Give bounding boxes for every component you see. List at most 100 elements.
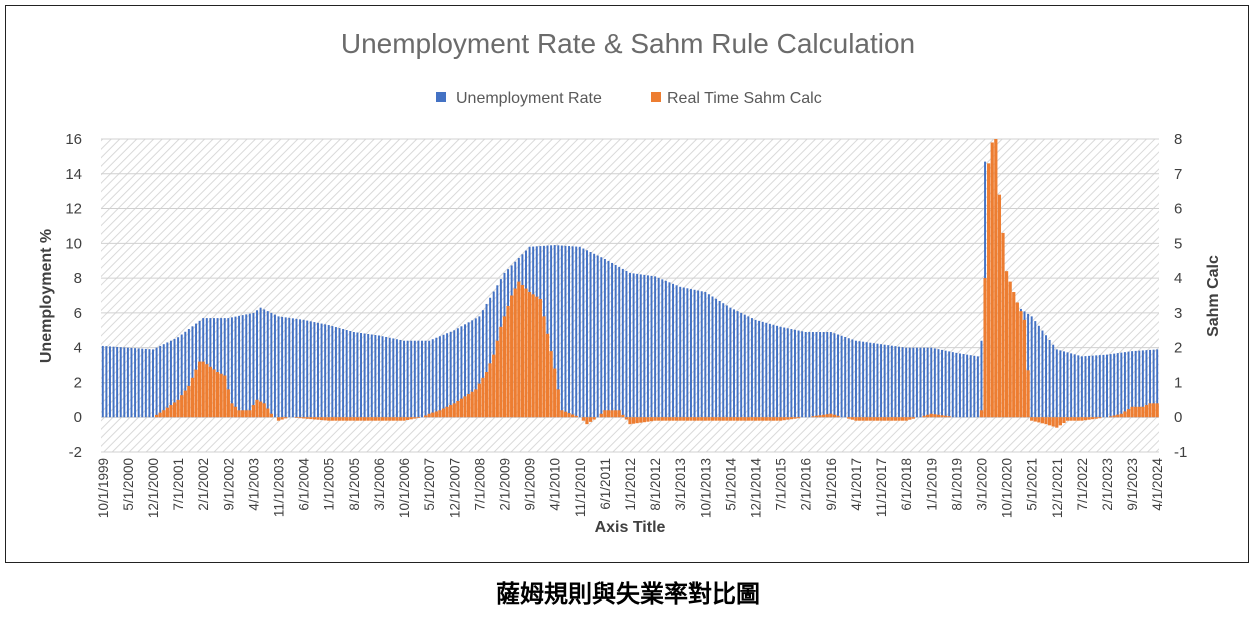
x-tick-label: 7/1/2022 [1075,458,1090,511]
bar-unemployment-rate [374,334,377,418]
x-tick-label: 2/1/2016 [799,458,814,511]
bar-sahm-calc [162,410,166,418]
bar-sahm-calc [513,288,517,418]
bar-sahm-calc [319,417,324,421]
bar-unemployment-rate [435,337,438,418]
x-axis-title: Axis Title [595,519,666,536]
x-tick-label: 12/1/2000 [146,458,161,518]
bar-sahm-calc [872,417,876,421]
bar-sahm-calc [746,417,750,421]
y2-tick-label: -1 [1174,444,1187,461]
bar-unemployment-rate [822,332,825,418]
chart-frame: Unemployment Rate & Sahm Rule Calculatio… [5,5,1249,563]
bar-sahm-calc [233,406,238,418]
bar-unemployment-rate [302,319,305,418]
bar-sahm-calc [585,417,589,425]
bar-unemployment-rate [575,246,578,418]
bar-unemployment-rate [266,311,269,418]
bar-unemployment-rate [191,326,194,418]
bar-unemployment-rate [1134,350,1137,418]
bar-unemployment-rate [288,317,291,418]
bar-sahm-calc [248,410,252,418]
bar-unemployment-rate [1109,354,1112,418]
bar-unemployment-rate [320,323,323,418]
bar-sahm-calc [1116,414,1120,418]
legend-swatch-unemployment [436,92,446,102]
y-tick-label: 16 [65,131,82,148]
bar-sahm-calc [373,417,377,421]
bar-sahm-calc [1037,417,1041,423]
bar-unemployment-rate [851,339,854,418]
bar-unemployment-rate [1084,356,1087,418]
bar-unemployment-rate [783,327,786,418]
bar-unemployment-rate [585,250,588,418]
bar-sahm-calc [689,417,693,421]
x-tick-label: 6/1/2004 [297,458,312,511]
bar-unemployment-rate [966,354,969,418]
x-tick-label: 1/1/2019 [924,458,939,511]
x-tick-label: 9/1/2016 [824,458,839,511]
bar-sahm-calc [1058,417,1062,426]
bar-unemployment-rate [765,322,768,418]
bar-sahm-calc [517,281,521,418]
bar-sahm-calc [334,417,338,421]
bar-unemployment-rate [119,347,122,418]
bar-unemployment-rate [489,297,492,418]
bar-sahm-calc [836,415,840,418]
bar-sahm-calc [226,389,230,418]
bar-sahm-calc [861,417,865,421]
bar-sahm-calc [567,413,571,418]
bar-sahm-calc [606,410,611,418]
bar-sahm-calc [1119,413,1123,418]
bar-sahm-calc [456,400,460,418]
bar-unemployment-rate [1131,351,1134,418]
bar-sahm-calc [1080,417,1084,421]
bar-unemployment-rate [600,257,603,418]
bar-unemployment-rate [679,286,682,418]
x-tick-label: 1/1/2012 [623,458,638,511]
x-tick-label: 3/1/2006 [372,458,387,511]
bar-sahm-calc [355,417,360,421]
bar-unemployment-rate [363,333,366,418]
x-tick-label: 11/1/2003 [272,458,287,517]
bar-sahm-calc [466,394,471,418]
x-tick-label: 4/1/2003 [246,458,261,511]
bar-unemployment-rate [1095,355,1098,418]
bar-unemployment-rate [309,321,312,418]
bar-sahm-calc [979,410,984,418]
bar-unemployment-rate [478,316,481,418]
bar-sahm-calc [1126,409,1131,418]
bar-unemployment-rate [915,347,918,418]
bar-sahm-calc [535,296,539,418]
bar-unemployment-rate [776,325,779,418]
bar-unemployment-rate [449,331,452,418]
bar-sahm-calc [327,417,331,421]
bar-sahm-calc [470,391,474,418]
bar-unemployment-rate [230,317,233,418]
bar-sahm-calc [757,417,761,421]
x-tick-label: 8/1/2005 [347,458,362,511]
bar-sahm-calc [983,278,987,418]
bar-sahm-calc [739,417,743,421]
bar-sahm-calc [664,417,668,421]
bar-unemployment-rate [471,320,474,418]
bar-sahm-calc [1047,417,1052,426]
x-tick-label: 5/1/2021 [1025,458,1040,511]
legend-label-unemployment: Unemployment Rate [456,90,602,107]
bar-sahm-calc [402,417,406,421]
bar-unemployment-rate [636,273,639,418]
y2-tick-label: 6 [1174,201,1182,218]
bar-sahm-calc [642,417,646,423]
bar-sahm-calc [574,415,578,418]
bar-sahm-calc [1137,406,1141,418]
bar-sahm-calc [603,410,607,418]
bar-sahm-calc [707,417,711,421]
bar-sahm-calc [312,417,317,420]
bar-unemployment-rate [144,348,147,418]
x-axis: 10/1/1999 5/1/2000 12/1/2000 7/1/2001 2/1/20… [96,458,1165,519]
bar-unemployment-rate [438,336,441,418]
bar-unemployment-rate [220,318,223,418]
bar-sahm-calc [660,417,664,421]
bar-sahm-calc [251,405,256,418]
bar-sahm-calc [395,417,399,421]
